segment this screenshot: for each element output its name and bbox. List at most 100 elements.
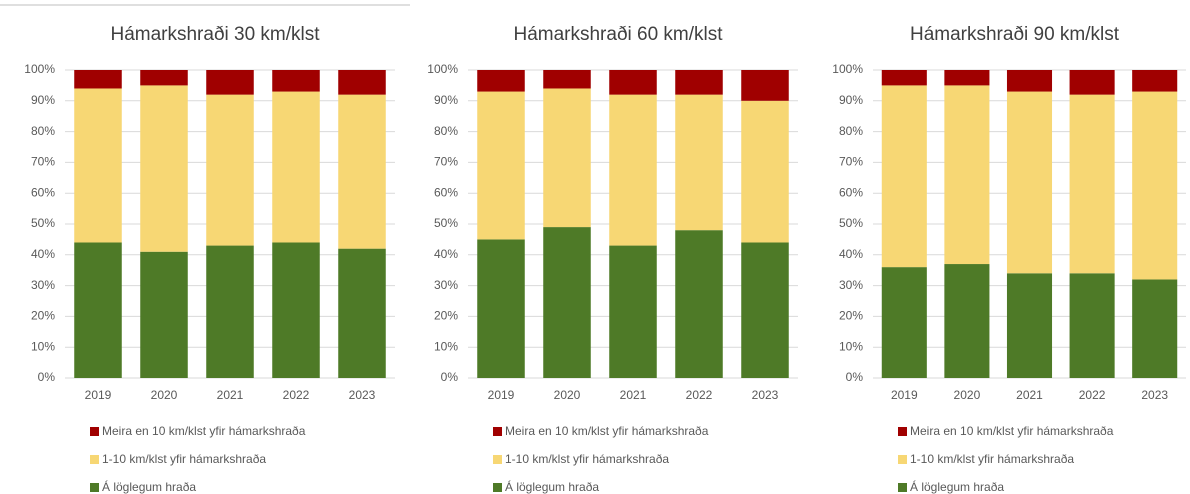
bar-segment [272,70,320,92]
x-tick-label: 2019 [488,388,515,402]
bar-segment [609,70,657,95]
x-tick-label: 2019 [891,388,918,402]
chart-title: Hámarkshraði 90 km/klst [910,24,1120,45]
y-tick-label: 30% [31,278,55,292]
x-tick-label: 2021 [217,388,244,402]
y-tick-label: 90% [31,93,55,107]
y-tick-label: 60% [434,185,458,199]
bar-segment [477,70,525,92]
chart-title: Hámarkshraði 30 km/klst [110,24,320,45]
bar-segment [1069,273,1115,378]
x-tick-label: 2021 [1016,388,1043,402]
legend-swatch [898,455,907,464]
y-tick-label: 70% [31,155,55,169]
legend-swatch [90,483,99,492]
x-tick-label: 2021 [620,388,647,402]
y-tick-label: 70% [434,155,458,169]
y-tick-label: 100% [832,62,863,76]
legend-label: Á löglegum hraða [102,479,196,494]
bar-segment [675,230,723,378]
x-tick-label: 2020 [554,388,581,402]
bar-segment [1006,91,1053,274]
bar-segment [543,227,591,378]
y-tick-label: 60% [31,185,55,199]
bar-segment [272,242,320,378]
bar-segment [543,70,591,89]
bar-segment [140,251,188,378]
y-tick-label: 20% [31,309,55,323]
bar-segment [338,70,386,95]
y-tick-label: 90% [839,93,863,107]
bar-segment [543,88,591,228]
bar-segment [206,245,254,378]
bar-segment [609,245,657,378]
y-tick-label: 20% [434,309,458,323]
y-tick-label: 80% [31,124,55,138]
x-tick-label: 2022 [283,388,310,402]
y-tick-label: 70% [839,155,863,169]
x-tick-label: 2020 [151,388,178,402]
bar-segment [609,94,657,246]
y-tick-label: 30% [434,278,458,292]
legend-swatch [898,483,907,492]
x-tick-label: 2022 [1079,388,1106,402]
y-tick-label: 100% [427,62,458,76]
legend-label: 1-10 km/klst yfir hámarkshraða [505,452,669,466]
bar-segment [944,264,990,378]
legend-swatch [493,455,502,464]
bar-segment [1069,94,1115,274]
y-tick-label: 0% [38,370,56,384]
bar-segment [1132,70,1178,92]
x-tick-label: 2023 [1141,388,1168,402]
bar-segment [140,70,188,86]
bar-segment [272,91,320,243]
bar-segment [741,242,789,378]
y-tick-label: 50% [434,216,458,230]
x-tick-label: 2019 [85,388,112,402]
bar-segment [881,85,927,268]
legend-label: Meira en 10 km/klst yfir hámarkshraða [910,424,1114,438]
legend-label: Meira en 10 km/klst yfir hámarkshraða [505,424,709,438]
bar-segment [675,94,723,231]
y-tick-label: 40% [31,247,55,261]
y-tick-label: 10% [31,339,55,353]
legend-swatch [493,483,502,492]
chart-title: Hámarkshraði 60 km/klst [513,24,723,45]
bar-segment [206,70,254,95]
y-tick-label: 40% [839,247,863,261]
y-tick-label: 0% [441,370,459,384]
legend-label: Meira en 10 km/klst yfir hámarkshraða [102,424,306,438]
bar-segment [1006,273,1053,378]
x-tick-label: 2020 [954,388,981,402]
bar-segment [338,94,386,249]
bar-segment [74,88,122,243]
bar-segment [881,267,927,378]
y-tick-label: 60% [839,185,863,199]
y-tick-label: 90% [434,93,458,107]
y-tick-label: 50% [839,216,863,230]
bar-segment [1132,91,1178,280]
bar-segment [206,94,254,246]
y-tick-label: 50% [31,216,55,230]
bar-segment [741,100,789,243]
bar-segment [140,85,188,252]
x-tick-label: 2023 [349,388,376,402]
bar-segment [74,70,122,89]
x-tick-label: 2022 [686,388,713,402]
y-tick-label: 40% [434,247,458,261]
y-tick-label: 100% [24,62,55,76]
legend-label: 1-10 km/klst yfir hámarkshraða [910,452,1074,466]
legend-swatch [90,427,99,436]
y-tick-label: 20% [839,309,863,323]
bar-segment [944,85,990,265]
bar-segment [338,248,386,378]
y-tick-label: 80% [839,124,863,138]
legend-label: Á löglegum hraða [910,479,1004,494]
bar-segment [1132,279,1178,378]
legend-label: Á löglegum hraða [505,479,599,494]
bar-segment [881,70,927,86]
y-tick-label: 30% [839,278,863,292]
bar-segment [477,91,525,240]
legend-swatch [898,427,907,436]
